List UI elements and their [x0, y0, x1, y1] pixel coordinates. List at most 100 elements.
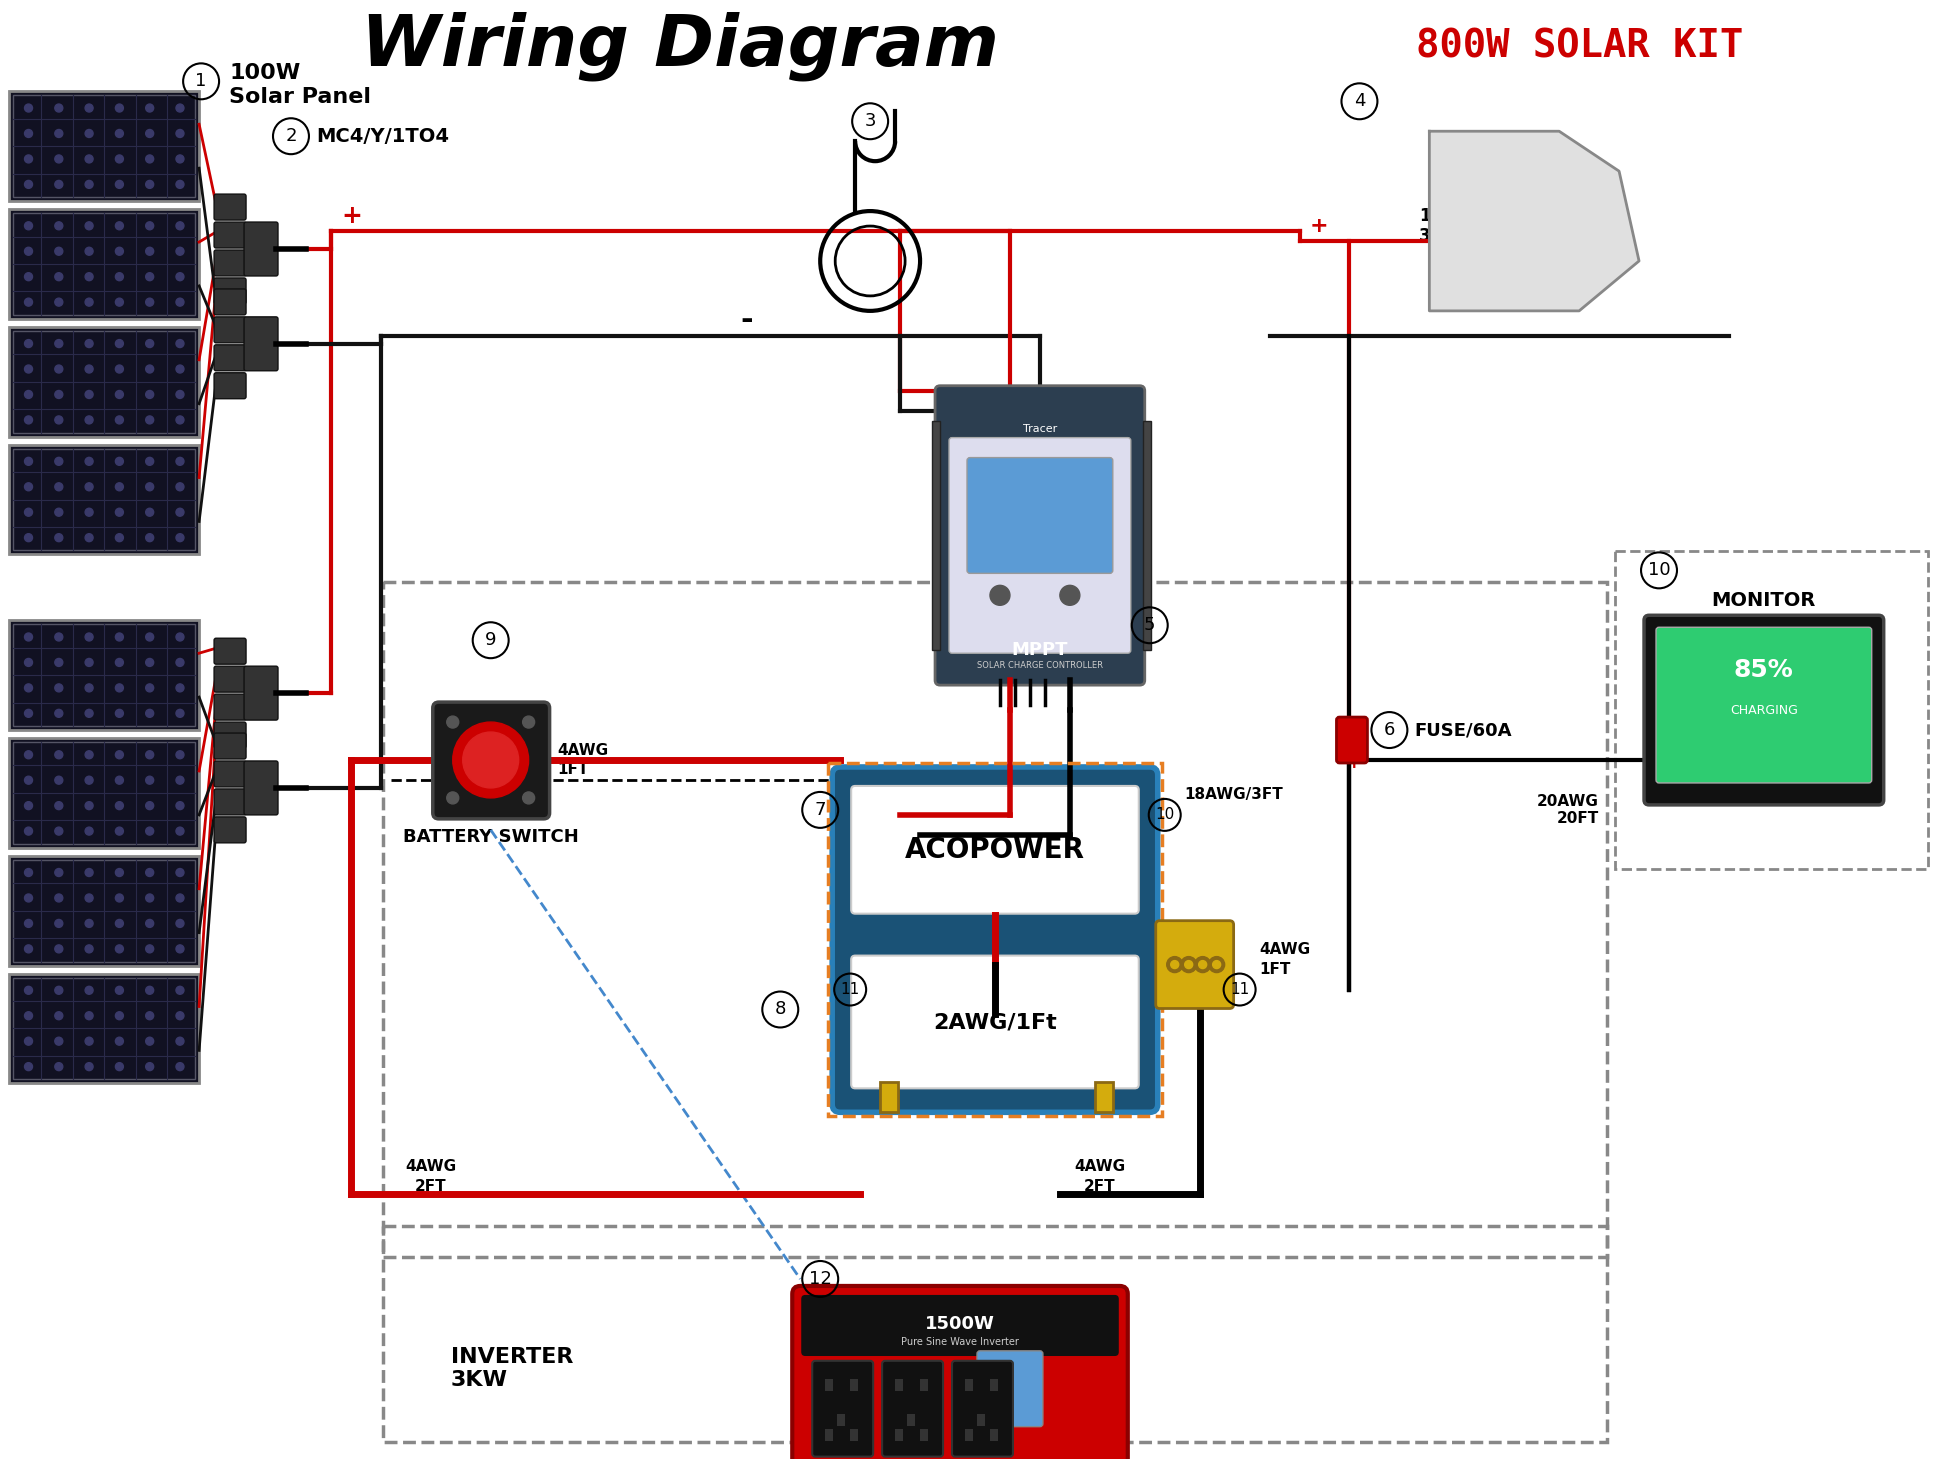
Circle shape	[25, 658, 33, 666]
Circle shape	[25, 945, 33, 953]
Text: INVERTER
3KW: INVERTER 3KW	[451, 1348, 574, 1390]
Bar	[10, 739, 198, 848]
Circle shape	[54, 869, 62, 876]
Circle shape	[1168, 956, 1183, 972]
FancyBboxPatch shape	[214, 317, 245, 343]
Circle shape	[115, 1037, 123, 1045]
Circle shape	[54, 945, 62, 953]
Circle shape	[175, 222, 185, 229]
Circle shape	[146, 365, 154, 372]
Circle shape	[175, 750, 185, 759]
Text: +: +	[341, 204, 362, 228]
Circle shape	[115, 340, 123, 347]
Bar	[850, 1429, 858, 1441]
Text: 100W: 100W	[230, 63, 300, 83]
Circle shape	[1199, 961, 1207, 968]
Circle shape	[175, 869, 185, 876]
Bar	[825, 1378, 833, 1391]
Circle shape	[146, 273, 154, 280]
Circle shape	[86, 508, 93, 517]
Circle shape	[86, 416, 93, 423]
Circle shape	[115, 750, 123, 759]
Circle shape	[86, 869, 93, 876]
Bar	[10, 92, 198, 201]
Text: 10: 10	[1156, 807, 1173, 822]
Bar	[895, 1378, 903, 1391]
FancyBboxPatch shape	[214, 694, 245, 720]
Circle shape	[175, 130, 185, 137]
Circle shape	[86, 658, 93, 666]
Bar	[920, 1378, 928, 1391]
Circle shape	[175, 508, 185, 517]
Circle shape	[115, 945, 123, 953]
Circle shape	[115, 869, 123, 876]
Circle shape	[115, 457, 123, 466]
Circle shape	[146, 750, 154, 759]
Circle shape	[146, 634, 154, 641]
Circle shape	[54, 298, 62, 307]
Text: Solar Panel: Solar Panel	[230, 88, 372, 107]
Circle shape	[86, 222, 93, 229]
Text: MC4/Y/1TO4: MC4/Y/1TO4	[315, 127, 450, 146]
FancyBboxPatch shape	[432, 702, 549, 819]
Circle shape	[86, 1063, 93, 1070]
Bar	[880, 1082, 899, 1113]
Circle shape	[54, 683, 62, 692]
Circle shape	[175, 658, 185, 666]
Circle shape	[115, 273, 123, 280]
FancyBboxPatch shape	[1644, 615, 1884, 804]
Bar	[10, 620, 198, 730]
Text: Wiring Diagram: Wiring Diagram	[362, 12, 1000, 82]
Text: +: +	[1345, 753, 1362, 772]
Circle shape	[25, 920, 33, 927]
Circle shape	[54, 920, 62, 927]
Circle shape	[1212, 961, 1220, 968]
FancyBboxPatch shape	[243, 666, 278, 720]
Circle shape	[54, 155, 62, 164]
Circle shape	[25, 365, 33, 372]
Circle shape	[146, 222, 154, 229]
Circle shape	[25, 894, 33, 902]
Circle shape	[115, 683, 123, 692]
Circle shape	[54, 416, 62, 423]
Circle shape	[1208, 956, 1224, 972]
Circle shape	[115, 155, 123, 164]
Circle shape	[54, 1063, 62, 1070]
Text: 5: 5	[1144, 616, 1156, 634]
Circle shape	[175, 273, 185, 280]
Bar	[14, 95, 195, 197]
Circle shape	[175, 1012, 185, 1019]
Text: 85%: 85%	[1734, 658, 1794, 682]
Bar	[965, 1429, 973, 1441]
Circle shape	[115, 104, 123, 112]
Circle shape	[54, 750, 62, 759]
Text: 8AWG/8FT: 8AWG/8FT	[453, 750, 549, 768]
Text: 4AWG: 4AWG	[1074, 1159, 1125, 1174]
Circle shape	[175, 987, 185, 994]
Circle shape	[175, 777, 185, 784]
Bar	[991, 1429, 998, 1441]
Circle shape	[54, 508, 62, 517]
Circle shape	[448, 791, 459, 804]
Bar	[837, 1413, 845, 1425]
Circle shape	[86, 155, 93, 164]
Circle shape	[25, 247, 33, 255]
Circle shape	[86, 390, 93, 399]
Text: 800W SOLAR KIT: 800W SOLAR KIT	[1415, 28, 1744, 66]
Bar	[1096, 1082, 1113, 1113]
Text: Pure Sine Wave Inverter: Pure Sine Wave Inverter	[901, 1337, 1020, 1346]
Text: CHARGING: CHARGING	[1730, 704, 1798, 717]
Circle shape	[86, 130, 93, 137]
Circle shape	[146, 457, 154, 466]
Text: 20AWG
20FT: 20AWG 20FT	[1537, 794, 1600, 826]
Text: 2FT: 2FT	[1084, 1180, 1115, 1194]
Circle shape	[115, 777, 123, 784]
Circle shape	[115, 181, 123, 188]
Circle shape	[175, 104, 185, 112]
Bar	[14, 625, 195, 726]
Text: 4AWG: 4AWG	[1259, 942, 1312, 958]
Circle shape	[146, 247, 154, 255]
Circle shape	[146, 483, 154, 491]
Circle shape	[175, 945, 185, 953]
Bar	[907, 1413, 915, 1425]
